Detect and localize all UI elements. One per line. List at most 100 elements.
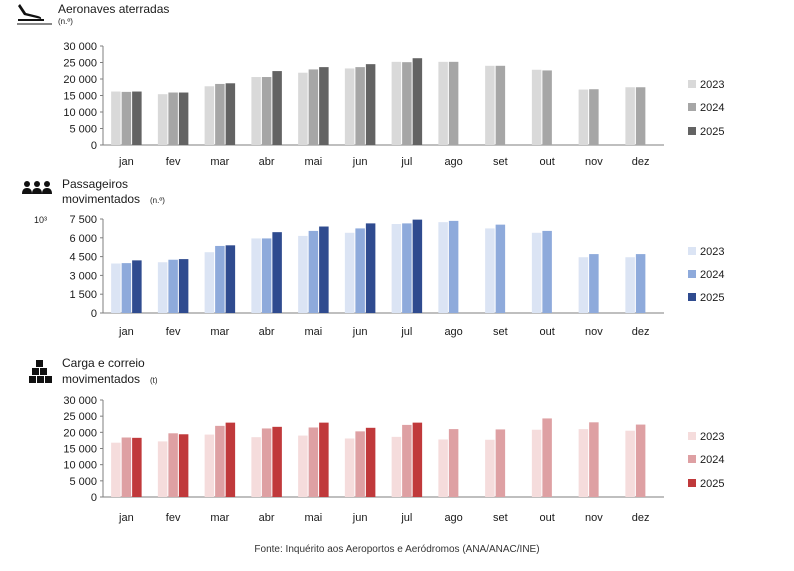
bar-2023-jul — [391, 61, 402, 146]
plot-area: 0 1 500 3 000 4 500 6 000 7 500 jan fev mar abr ma… — [69, 214, 724, 338]
bar-2025-jun — [365, 64, 376, 145]
legend-label-2023: 2023 — [700, 431, 724, 443]
bar-2024-mai — [308, 427, 319, 497]
bar-2024-mar — [215, 425, 225, 497]
x-tick-label: ago — [444, 512, 462, 524]
x-tick-label: mai — [305, 326, 323, 338]
bar-2024-fev — [168, 433, 178, 497]
bar-2023-mar — [204, 86, 215, 145]
x-tick-label: jul — [400, 326, 412, 338]
bar-2024-ago — [448, 220, 459, 313]
y-tick-label: 20 000 — [63, 427, 97, 439]
bar-2025-fev — [178, 92, 189, 145]
x-tick-label: jan — [118, 326, 134, 338]
bar-2024-mar — [215, 245, 225, 313]
x-tick-label: ago — [444, 326, 462, 338]
bar-2025-jan — [132, 260, 142, 313]
bar-2024-jan — [121, 437, 132, 497]
y-tick-label: 0 — [91, 492, 97, 504]
bar-2023-mai — [298, 235, 308, 313]
passengers-icon — [22, 181, 52, 194]
bar-2025-abr — [272, 232, 282, 313]
legend-swatch-2025 — [688, 479, 696, 487]
y-tick-label: 1 500 — [69, 289, 97, 301]
x-tick-label: jan — [118, 156, 134, 168]
legend-label-2025: 2025 — [700, 478, 724, 490]
bar-2024-nov — [589, 254, 599, 313]
x-tick-label: set — [493, 512, 508, 524]
bar-2024-out — [542, 418, 552, 497]
source-note: Fonte: Inquérito aos Aeroportos e Aeródr… — [254, 544, 540, 555]
bar-2024-jan — [121, 91, 132, 145]
y-tick-label: 10 000 — [63, 107, 97, 119]
bar-2023-abr — [251, 437, 261, 497]
bar-2025-jul — [412, 219, 423, 313]
y-tick-label: 15 000 — [63, 444, 97, 456]
x-tick-label: out — [539, 156, 554, 168]
bar-2023-jun — [344, 438, 355, 497]
bar-2024-out — [542, 230, 552, 313]
bar-2023-fev — [157, 441, 168, 497]
bar-2023-out — [531, 69, 542, 145]
bar-2024-abr — [261, 238, 272, 313]
x-tick-label: nov — [585, 512, 603, 524]
bar-2024-dez — [635, 424, 646, 497]
x-tick-label: abr — [259, 156, 275, 168]
x-tick-label: mai — [305, 512, 323, 524]
panel-carga: Carga e correio movimentados (t) 0 5 000 1… — [29, 356, 724, 524]
bar-2023-nov — [578, 257, 589, 313]
x-tick-label: set — [493, 156, 508, 168]
bar-2025-jul — [412, 422, 423, 497]
bar-2024-set — [495, 224, 506, 313]
legend-swatch-2024 — [688, 103, 696, 111]
legend-swatch-2024 — [688, 270, 696, 278]
chart-title: Carga e correio — [62, 356, 145, 370]
y-tick-label: 0 — [91, 308, 97, 320]
x-tick-label: out — [539, 326, 554, 338]
bar-2023-nov — [578, 429, 589, 497]
legend-swatch-2024 — [688, 455, 696, 463]
y-tick-label: 30 000 — [63, 41, 97, 53]
legend-swatch-2023 — [688, 80, 696, 88]
legend-label-2025: 2025 — [700, 292, 724, 304]
bar-2025-mar — [225, 245, 236, 313]
bar-2023-out — [531, 429, 542, 497]
bar-2023-nov — [578, 89, 589, 145]
bar-2023-dez — [625, 87, 635, 145]
bar-2024-abr — [261, 428, 272, 497]
x-tick-label: jun — [352, 156, 368, 168]
x-tick-label: mai — [305, 156, 323, 168]
bar-2024-ago — [448, 429, 459, 497]
cargo-boxes-icon — [29, 360, 52, 383]
x-tick-label: jun — [352, 326, 368, 338]
bar-2024-fev — [168, 92, 178, 145]
x-tick-label: set — [493, 326, 508, 338]
bar-2025-fev — [178, 259, 189, 313]
y-tick-label: 0 — [91, 140, 97, 152]
bar-2023-jan — [111, 263, 121, 313]
chart-unit: (n.º) — [150, 196, 165, 205]
chart-title: Passageiros — [62, 177, 128, 191]
bar-2023-set — [485, 228, 495, 313]
legend-swatch-2023 — [688, 247, 696, 255]
y-tick-label: 25 000 — [63, 411, 97, 423]
bar-2024-jan — [121, 263, 132, 313]
bar-2023-ago — [438, 61, 448, 146]
legend-label-2024: 2024 — [700, 269, 724, 281]
bar-2025-jan — [132, 437, 142, 497]
bar-2024-jun — [355, 67, 365, 145]
legend-label-2023: 2023 — [700, 246, 724, 258]
bar-2024-abr — [261, 77, 272, 145]
bar-2023-jan — [111, 91, 121, 145]
bar-2023-jul — [391, 224, 402, 313]
bar-2023-fev — [157, 262, 168, 313]
bar-2023-set — [485, 439, 495, 497]
bar-2023-dez — [625, 430, 635, 497]
bar-2024-out — [542, 70, 552, 145]
bar-2025-abr — [272, 71, 282, 145]
y-tick-label: 6 000 — [69, 233, 97, 245]
x-tick-label: dez — [632, 326, 650, 338]
x-tick-label: fev — [166, 512, 181, 524]
y-axis-unit-prefix: 10³ — [34, 215, 47, 225]
